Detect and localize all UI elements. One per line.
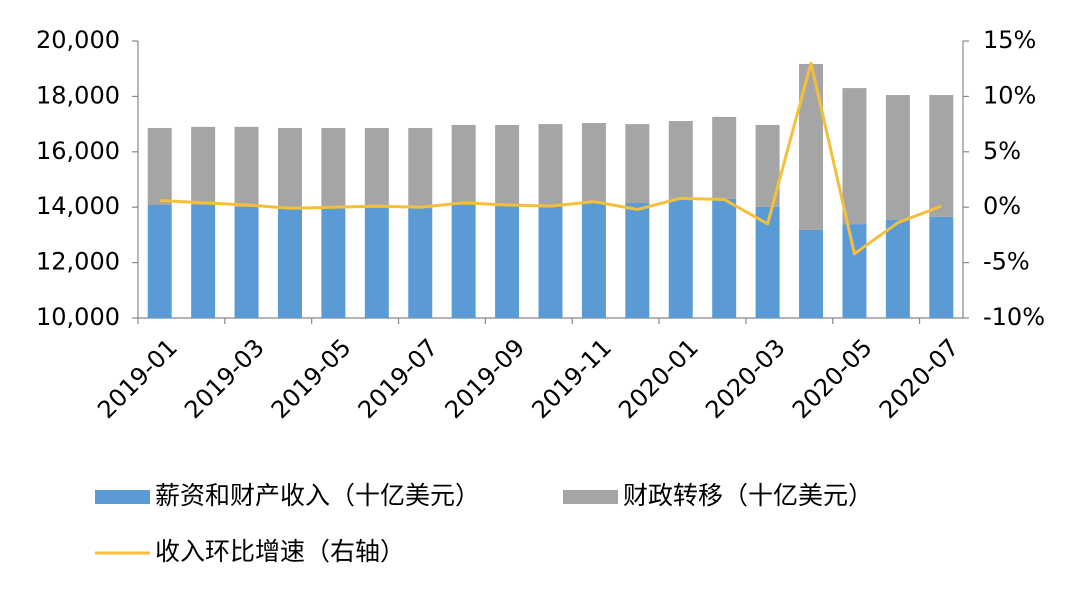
bar [625,203,650,318]
bar [538,206,563,318]
y2-tick-label: 0% [983,192,1021,220]
legend-label: 财政转移（十亿美元） [623,481,873,510]
bar [408,127,433,209]
bar [321,208,346,318]
bar [929,95,954,217]
bar [929,216,954,318]
line [159,61,942,256]
bar [668,198,693,318]
bar [408,208,433,318]
bar [234,126,259,207]
y2-tick-label: 15% [983,26,1036,54]
y-tick-label: 16,000 [36,137,120,165]
legend-label: 薪资和财产收入（十亿美元） [155,481,480,510]
legend-label: 收入环比增速（右轴） [155,537,405,566]
bar [321,127,346,209]
x-tick-label: 2020-03 [700,333,791,424]
x-tick-label: 2019-03 [179,333,270,424]
bar [842,224,867,318]
x-tick-label: 2020-05 [787,333,878,424]
y2-tick-label: -10% [983,303,1045,331]
bar [755,206,780,318]
bar [277,127,302,209]
y2-tick-label: -5% [983,248,1030,276]
bar [581,122,606,204]
bar [495,206,520,318]
bar [885,219,910,318]
bar [451,204,476,318]
y2-tick-label: 10% [983,81,1036,109]
bar [538,124,563,207]
x-tick-label: 2019-09 [440,333,531,424]
bar [581,203,606,318]
bar [625,124,650,204]
x-tick-label: 2020-01 [613,333,704,424]
bar [885,95,910,220]
y-tick-label: 10,000 [36,303,120,331]
x-tick-label: 2019-01 [92,333,183,424]
legend-swatch [563,490,618,504]
bar [147,127,172,205]
bar [495,124,520,207]
y-tick-label: 14,000 [36,192,120,220]
bar [451,124,476,205]
bar [668,121,693,199]
bar [799,229,824,318]
bar [712,198,737,318]
bar [277,208,302,318]
bar [147,204,172,318]
bar [364,208,389,318]
y-tick-label: 12,000 [36,248,120,276]
bar [842,88,867,225]
y-tick-label: 18,000 [36,81,120,109]
bar [191,204,216,318]
x-tick-label: 2019-05 [266,333,357,424]
x-tick-label: 2019-11 [526,333,617,424]
y2-tick-label: 5% [983,137,1021,165]
bar [191,126,216,205]
bar [712,116,737,199]
bar [234,206,259,318]
legend-swatch [95,490,150,504]
x-tick-label: 2020-07 [874,333,965,424]
x-tick-label: 2019-07 [353,333,444,424]
bar [364,127,389,209]
y-tick-label: 20,000 [36,26,120,54]
